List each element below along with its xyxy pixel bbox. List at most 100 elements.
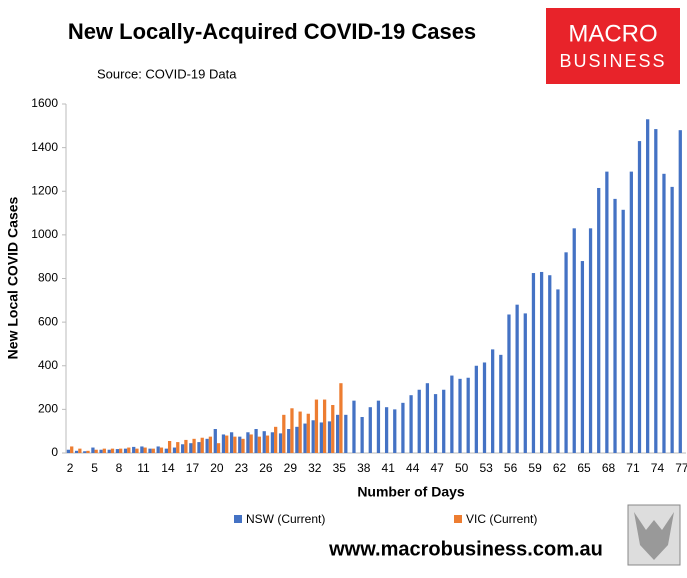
x-tick-label: 23 (235, 461, 249, 475)
y-tick-label: 600 (38, 314, 58, 328)
x-tick-label: 47 (431, 461, 445, 475)
bar (123, 448, 128, 453)
bar (127, 447, 131, 453)
bar (482, 362, 487, 453)
x-tick-label: 44 (406, 461, 420, 475)
bar (409, 395, 413, 453)
bar (311, 420, 315, 453)
x-tick-label: 59 (528, 461, 542, 475)
bar (336, 414, 340, 453)
bar (290, 408, 294, 453)
bar (433, 394, 438, 453)
bar (119, 448, 123, 453)
bar (159, 447, 164, 453)
bar (102, 448, 106, 453)
bar (384, 407, 389, 453)
bar (580, 261, 585, 453)
bar (499, 354, 503, 453)
bar (246, 432, 250, 453)
bar (523, 313, 527, 453)
legend-label: NSW (Current) (246, 512, 325, 526)
bar (654, 129, 658, 453)
bar (564, 252, 568, 453)
bar (474, 365, 478, 453)
bar (181, 444, 185, 453)
bar (425, 383, 430, 453)
bar (274, 426, 278, 453)
bar (331, 405, 335, 453)
bar (613, 198, 617, 453)
bar (184, 439, 188, 453)
legend-swatch (234, 515, 242, 523)
y-tick-label: 200 (38, 402, 58, 416)
bar (539, 271, 544, 453)
footer: www.macrobusiness.com.au (328, 538, 603, 560)
bar (99, 449, 103, 453)
bar (172, 447, 177, 453)
x-tick-label: 50 (455, 461, 469, 475)
bar (262, 431, 266, 453)
bar (588, 228, 593, 453)
bar (189, 443, 193, 453)
x-tick-label: 62 (553, 461, 567, 475)
chart-title: New Locally-Acquired COVID-19 Cases (68, 19, 476, 44)
bar (151, 448, 155, 453)
bar (135, 448, 139, 453)
bar (401, 402, 405, 453)
x-tick-label: 17 (186, 461, 200, 475)
bar (442, 389, 446, 453)
bar (376, 400, 381, 453)
bar (360, 417, 364, 453)
x-tick-label: 32 (308, 461, 322, 475)
logo-box (546, 8, 680, 84)
y-axis-label: New Local COVID Cases (5, 196, 21, 359)
bar (257, 436, 261, 453)
bar (176, 442, 180, 453)
bar (322, 399, 327, 453)
y-tick-label: 1200 (31, 183, 58, 197)
bar (66, 449, 71, 453)
bar (670, 186, 674, 453)
logo-text: BUSINESS (559, 51, 666, 71)
bar (344, 414, 348, 453)
bar (221, 434, 226, 453)
bar (637, 141, 642, 454)
bar (295, 426, 299, 453)
bar (140, 446, 144, 453)
bar (238, 436, 242, 453)
bar (597, 187, 601, 453)
bar (629, 171, 633, 453)
bar (303, 423, 307, 453)
bar (270, 432, 275, 453)
y-tick-label: 400 (38, 358, 58, 372)
bar (115, 449, 120, 453)
x-tick-label: 20 (210, 461, 224, 475)
x-tick-label: 8 (116, 461, 123, 475)
bar (167, 441, 172, 453)
x-tick-label: 56 (504, 461, 518, 475)
bar (282, 414, 286, 453)
x-tick-label: 2 (67, 461, 74, 475)
bar (605, 171, 609, 453)
bar (249, 434, 253, 453)
bar (352, 400, 356, 453)
bar (78, 448, 82, 453)
bar (156, 446, 160, 453)
bar (306, 413, 310, 453)
bar (91, 447, 95, 453)
x-tick-label: 74 (651, 461, 665, 475)
bar (241, 438, 245, 453)
bar (450, 375, 454, 453)
bar (74, 450, 79, 453)
x-tick-label: 5 (91, 461, 98, 475)
bar (229, 432, 234, 453)
bar (417, 389, 421, 453)
bar (197, 442, 201, 453)
bar (225, 435, 229, 453)
x-axis-label: Number of Days (357, 484, 465, 500)
x-tick-label: 35 (333, 461, 347, 475)
x-tick-label: 14 (161, 461, 175, 475)
bar (200, 437, 204, 453)
bar (298, 411, 302, 453)
